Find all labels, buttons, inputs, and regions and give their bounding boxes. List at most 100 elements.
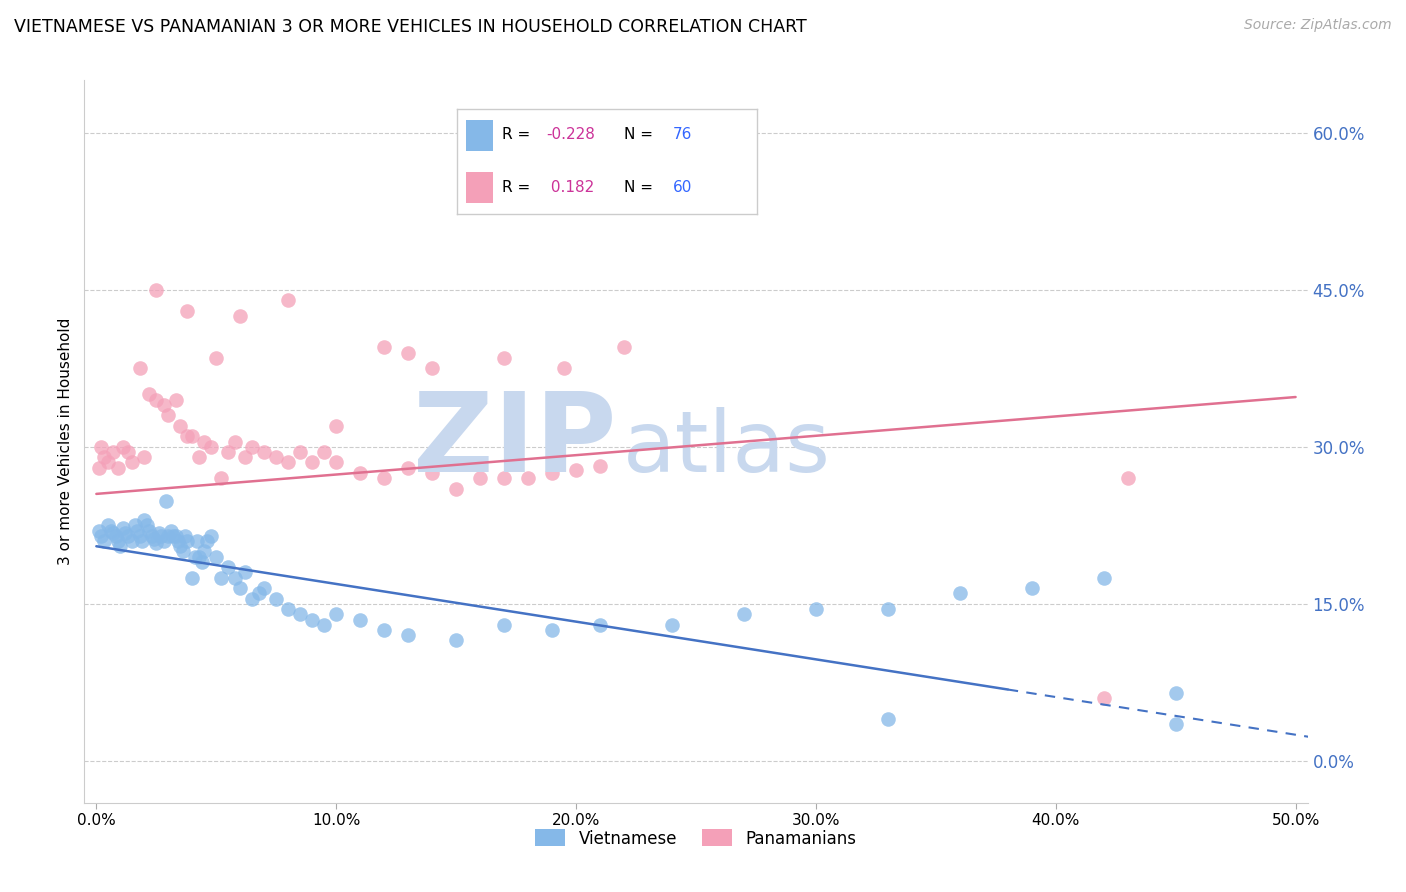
Point: [494, 617, 516, 632]
Point: [325, 418, 347, 433]
Point: [1164, 717, 1187, 731]
Point: [165, 392, 187, 407]
Point: [101, 445, 124, 459]
Point: [661, 617, 683, 632]
Point: [301, 455, 323, 469]
Point: [128, 361, 150, 376]
Point: [253, 581, 276, 595]
Point: [134, 513, 156, 527]
Point: [224, 434, 246, 449]
Point: [240, 440, 263, 454]
Text: VIETNAMESE VS PANAMANIAN 3 OR MORE VEHICLES IN HOUSEHOLD CORRELATION CHART: VIETNAMESE VS PANAMANIAN 3 OR MORE VEHIC…: [14, 18, 807, 36]
Point: [589, 617, 612, 632]
Point: [733, 607, 755, 622]
Point: [167, 534, 190, 549]
Text: atlas: atlas: [623, 408, 831, 491]
Point: [217, 445, 239, 459]
Point: [444, 633, 467, 648]
Point: [172, 544, 194, 558]
Point: [131, 534, 153, 549]
Point: [396, 460, 419, 475]
Text: Source: ZipAtlas.com: Source: ZipAtlas.com: [1244, 18, 1392, 32]
Point: [373, 471, 395, 485]
Point: [301, 613, 323, 627]
Point: [325, 455, 347, 469]
Point: [93, 534, 115, 549]
Point: [193, 544, 215, 558]
Point: [200, 529, 222, 543]
Point: [290, 445, 312, 459]
Point: [188, 450, 211, 465]
Point: [277, 602, 299, 616]
Point: [349, 613, 371, 627]
Point: [613, 340, 636, 354]
Point: [90, 529, 112, 543]
Point: [117, 445, 139, 459]
Point: [188, 549, 211, 564]
Point: [107, 460, 129, 475]
Point: [253, 445, 276, 459]
Point: [165, 529, 187, 543]
Point: [277, 455, 299, 469]
Point: [169, 539, 191, 553]
Point: [111, 440, 134, 454]
Point: [373, 623, 395, 637]
Point: [468, 471, 491, 485]
Point: [176, 303, 198, 318]
Point: [191, 555, 214, 569]
Point: [162, 529, 184, 543]
Point: [325, 607, 347, 622]
Point: [152, 398, 174, 412]
Point: [349, 466, 371, 480]
Point: [233, 450, 256, 465]
Point: [121, 534, 143, 549]
Point: [205, 351, 228, 365]
Point: [314, 617, 336, 632]
Point: [420, 466, 443, 480]
Point: [494, 471, 516, 485]
Point: [104, 529, 127, 543]
Point: [876, 602, 898, 616]
Point: [541, 623, 564, 637]
Point: [134, 450, 156, 465]
Point: [121, 455, 143, 469]
Point: [233, 566, 256, 580]
Point: [264, 591, 287, 606]
Point: [128, 529, 150, 543]
Point: [1164, 686, 1187, 700]
Point: [600, 183, 623, 197]
Point: [517, 471, 540, 485]
Point: [183, 549, 205, 564]
Point: [111, 521, 134, 535]
Point: [87, 460, 110, 475]
Point: [87, 524, 110, 538]
Point: [181, 429, 204, 443]
Point: [1092, 571, 1115, 585]
Point: [224, 571, 246, 585]
Point: [565, 463, 588, 477]
Point: [240, 591, 263, 606]
Point: [174, 529, 197, 543]
Point: [100, 524, 122, 538]
Point: [195, 534, 218, 549]
Point: [145, 283, 167, 297]
Point: [396, 628, 419, 642]
Point: [127, 524, 149, 538]
Point: [1092, 691, 1115, 706]
Point: [1021, 581, 1043, 595]
Point: [157, 529, 180, 543]
Point: [494, 351, 516, 365]
Point: [229, 581, 252, 595]
Point: [155, 494, 177, 508]
Point: [148, 525, 170, 540]
Point: [142, 532, 165, 546]
Point: [200, 440, 222, 454]
Point: [117, 529, 139, 543]
Point: [193, 434, 215, 449]
Point: [152, 534, 174, 549]
Point: [290, 607, 312, 622]
Point: [229, 309, 252, 323]
Point: [589, 458, 612, 473]
Point: [110, 539, 132, 553]
Legend: Vietnamese, Panamanians: Vietnamese, Panamanians: [527, 821, 865, 856]
